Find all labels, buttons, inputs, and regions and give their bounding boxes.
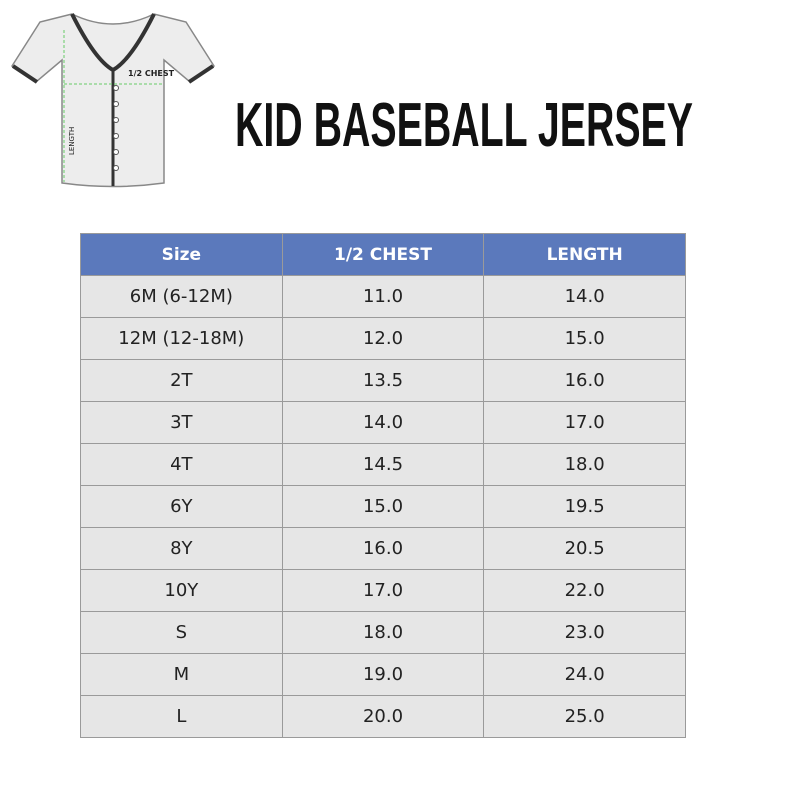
table-row: M 19.0 24.0 bbox=[80, 653, 686, 696]
table-cell: S bbox=[80, 611, 283, 654]
table-cell: 19.5 bbox=[483, 485, 686, 528]
table-cell: 12M (12-18M) bbox=[80, 317, 283, 360]
table-cell: 13.5 bbox=[281, 359, 485, 402]
chest-label: 1/2 CHEST bbox=[128, 69, 175, 78]
column-header: LENGTH bbox=[483, 233, 686, 276]
table-cell: 23.0 bbox=[483, 611, 686, 654]
table-row: 6Y 15.0 19.5 bbox=[80, 485, 686, 528]
table-cell: 14.5 bbox=[281, 443, 485, 486]
table-cell: 10Y bbox=[80, 569, 283, 612]
table-cell: 6M (6-12M) bbox=[80, 275, 283, 318]
table-row: L 20.0 25.0 bbox=[80, 695, 686, 738]
table-row: 12M (12-18M) 12.0 15.0 bbox=[80, 317, 686, 360]
header-row: Size 1/2 CHEST LENGTH bbox=[80, 233, 686, 276]
table-row: 6M (6-12M) 11.0 14.0 bbox=[80, 275, 686, 318]
table-cell: 17.0 bbox=[281, 569, 485, 612]
length-label: LENGTH bbox=[68, 127, 76, 155]
table-cell: 20.5 bbox=[483, 527, 686, 570]
table-cell: 4T bbox=[80, 443, 283, 486]
table-cell: L bbox=[80, 695, 283, 738]
table-row: 3T 14.0 17.0 bbox=[80, 401, 686, 444]
size-table: Size 1/2 CHEST LENGTH 6M (6-12M) 11.0 14.0 12… bbox=[80, 233, 686, 738]
table-cell: 20.0 bbox=[281, 695, 485, 738]
table-cell: 14.0 bbox=[483, 275, 686, 318]
table-cell: 16.0 bbox=[281, 527, 485, 570]
table-cell: 8Y bbox=[80, 527, 283, 570]
table-cell: 2T bbox=[80, 359, 283, 402]
title: KID BASEBALL JERSEY bbox=[235, 91, 693, 160]
column-header: Size bbox=[80, 233, 283, 276]
table-cell: 15.0 bbox=[483, 317, 686, 360]
table-cell: 22.0 bbox=[483, 569, 686, 612]
table-row: S 18.0 23.0 bbox=[80, 611, 686, 654]
table-cell: 11.0 bbox=[281, 275, 485, 318]
table-row: 4T 14.5 18.0 bbox=[80, 443, 686, 486]
table-cell: 14.0 bbox=[281, 401, 485, 444]
table-cell: M bbox=[80, 653, 283, 696]
table-cell: 18.0 bbox=[483, 443, 686, 486]
table-cell: 16.0 bbox=[483, 359, 686, 402]
header-art: 1/2 CHEST LENGTH KID BASEBALL JERSEY bbox=[10, 13, 693, 188]
table-cell: 19.0 bbox=[281, 653, 485, 696]
table-cell: 25.0 bbox=[483, 695, 686, 738]
table-cell: 17.0 bbox=[483, 401, 686, 444]
table-row: 10Y 17.0 22.0 bbox=[80, 569, 686, 612]
table-cell: 3T bbox=[80, 401, 283, 444]
table-row: 2T 13.5 16.0 bbox=[80, 359, 686, 402]
table-cell: 18.0 bbox=[281, 611, 485, 654]
table-cell: 12.0 bbox=[281, 317, 485, 360]
table-cell: 6Y bbox=[80, 485, 283, 528]
table-row: 8Y 16.0 20.5 bbox=[80, 527, 686, 570]
column-header: 1/2 CHEST bbox=[281, 233, 485, 276]
table-cell: 15.0 bbox=[281, 485, 485, 528]
jersey-illustration: 1/2 CHEST LENGTH bbox=[10, 13, 216, 188]
table-cell: 24.0 bbox=[483, 653, 686, 696]
